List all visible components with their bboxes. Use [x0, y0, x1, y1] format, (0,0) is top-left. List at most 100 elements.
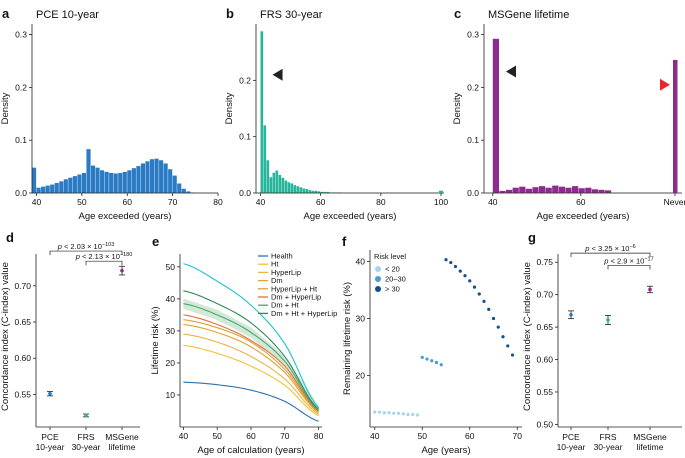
x-tick-label-line: lifetime — [109, 442, 136, 452]
y-tick-label: 20 — [356, 371, 366, 381]
risk-point — [430, 359, 434, 363]
risk-point — [463, 274, 467, 278]
histogram-bar — [525, 188, 532, 193]
histogram-bar — [127, 170, 132, 193]
histogram-bar — [287, 182, 291, 193]
y-axis-label: Density — [452, 92, 463, 124]
histogram-bar — [598, 189, 605, 193]
x-tick-label-line: 10-year — [557, 442, 586, 452]
panel-title: MSGene lifetime — [488, 9, 569, 21]
series-line — [183, 344, 319, 417]
p-base: < 2.9 × 10 — [608, 256, 644, 265]
x-tick-label: PCE 10-year — [557, 432, 586, 452]
y-tick-label: 0.75 — [536, 257, 553, 267]
histogram-bar — [122, 171, 127, 193]
histogram-bar — [50, 184, 55, 193]
y-tick-label: 0.3 — [15, 30, 27, 40]
legend-swatch — [375, 286, 381, 292]
p-exponent: −180 — [120, 252, 132, 258]
p-base: < 2.03 × 10 — [62, 242, 102, 251]
x-tick-label: 40 — [256, 197, 266, 207]
arrow-marker — [506, 65, 516, 78]
panel-letter: c — [454, 6, 461, 21]
y-tick-label: 50 — [166, 262, 176, 272]
series-line — [183, 333, 319, 415]
risk-point — [472, 285, 477, 289]
histogram-bar — [163, 163, 168, 193]
x-axis-label: Age (years) — [421, 445, 470, 456]
risk-point — [491, 316, 496, 321]
panel-b: b FRS 30-year 0.0 0.1 0.2 40 60 80 100 Age exceed… — [224, 6, 448, 222]
histogram-bar — [186, 191, 191, 193]
y-tick-label: 0.70 — [14, 281, 31, 291]
histogram-bar — [260, 31, 264, 193]
y-axis-label: Remaining lifetime risk (%) — [342, 282, 353, 395]
y-tick-label: 0.2 — [239, 75, 251, 85]
legend-label: 20–30 — [385, 275, 406, 284]
histogram-bar — [314, 190, 318, 193]
histogram-bar — [278, 174, 282, 193]
x-tick-label-line: PCE — [562, 432, 580, 442]
legend-label: Dm + Ht + HyperLip — [271, 309, 337, 318]
histogram-bar — [172, 175, 177, 193]
p-exponent: −103 — [102, 242, 114, 248]
histogram-bar — [272, 172, 276, 193]
histogram-bar — [32, 167, 37, 193]
x-tick-label: MSGene lifetime — [105, 432, 139, 452]
histogram-bar — [181, 188, 186, 193]
y-tick-label: 30 — [166, 326, 176, 336]
histogram-bar — [545, 187, 552, 193]
cindex-point — [120, 268, 124, 273]
x-tick-label-line: lifetime — [637, 442, 664, 452]
risk-point — [387, 411, 391, 415]
histogram-bar — [90, 165, 96, 193]
histogram-bar — [499, 190, 506, 193]
histogram-bar — [263, 125, 267, 193]
y-tick-label: 0.0 — [15, 188, 27, 198]
histogram-bar — [552, 185, 559, 193]
x-tick-label: 80 — [314, 431, 324, 441]
series-line — [183, 314, 319, 412]
histogram-bar — [95, 167, 100, 193]
x-tick-label: 70 — [513, 431, 523, 441]
x-tick-label: PCE 10-year — [36, 432, 65, 452]
x-tick-label: 60 — [123, 197, 133, 207]
panel-g: g 0.50 0.55 0.60 0.65 0.70 0.75 PCE 10-year FRS 30… — [522, 230, 682, 452]
p-value-label: p < 2.13 × 10−180 — [75, 252, 133, 261]
risk-point — [439, 363, 443, 367]
histogram-bar — [54, 182, 59, 193]
risk-point — [510, 353, 515, 357]
cindex-point — [648, 287, 652, 292]
legend-label: Dm — [271, 276, 283, 285]
risk-point — [449, 260, 453, 265]
risk-point — [406, 412, 410, 417]
legend-swatch — [375, 276, 381, 282]
y-axis-label: Density — [224, 92, 235, 124]
x-tick-label: 40 — [370, 431, 380, 441]
histogram-bar — [299, 187, 303, 193]
histogram-bar — [68, 177, 73, 193]
histogram-bar — [591, 189, 598, 193]
x-tick-label: FRS 30-year — [72, 432, 101, 452]
legend-label: HyperLip — [271, 268, 301, 277]
x-tick-label-line: FRS — [600, 432, 617, 442]
legend-label: Health — [271, 252, 293, 261]
x-axis-label: Age exceeded (years) — [304, 211, 397, 222]
y-tick-label: 0.1 — [15, 135, 27, 145]
histogram-bar — [317, 191, 321, 193]
x-tick-label-line: MSGene — [633, 432, 667, 442]
risk-point — [415, 413, 420, 417]
panel-e: e 10 20 30 40 50 40 50 60 70 80 Age of calculation … — [150, 234, 337, 456]
x-tick-label-line: 10-year — [36, 442, 65, 452]
panel-letter: d — [6, 230, 14, 245]
y-tick-label: 0.2 — [15, 82, 27, 92]
histogram-bar — [492, 38, 499, 193]
histogram-bar — [140, 163, 146, 193]
histogram-bar — [311, 190, 315, 193]
histogram-bar — [41, 186, 46, 193]
cindex-point — [48, 391, 52, 396]
risk-point — [377, 410, 382, 414]
risk-point — [453, 264, 458, 269]
